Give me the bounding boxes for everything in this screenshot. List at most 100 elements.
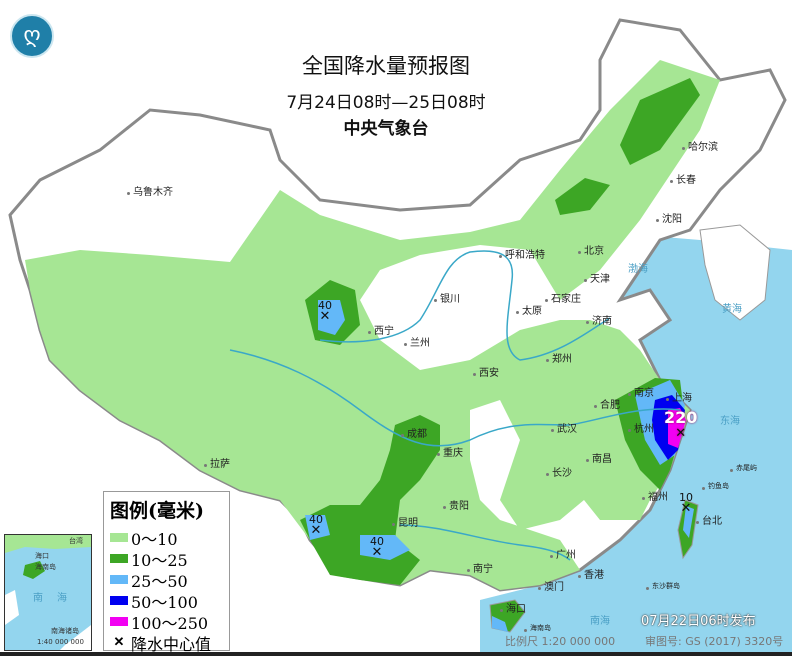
city-label: 长沙 [546, 468, 572, 479]
inset-label: 海口 [35, 552, 49, 560]
legend-swatch [110, 554, 128, 563]
legend-label: 10～25 [131, 550, 188, 570]
legend-item: 25～50 [110, 569, 223, 591]
legend-label: 100～250 [131, 613, 209, 633]
rainfall-center-value: 40 [370, 535, 384, 548]
legend-item: 50～100 [110, 590, 223, 612]
sea [480, 235, 792, 656]
rain-area-10～25 [620, 78, 700, 165]
city-label: 太原 [516, 306, 542, 317]
city-label: 郑州 [546, 354, 572, 365]
issuer: 中央气象台 [343, 119, 429, 139]
city-label: 兰州 [404, 338, 430, 349]
rain-area-25～50 [318, 300, 345, 335]
city-label: 南昌 [586, 454, 612, 465]
rain-area-10～25 [555, 178, 610, 215]
legend-swatch [110, 533, 128, 542]
city-label: 西宁 [368, 326, 394, 337]
city-label: 南宁 [467, 564, 493, 575]
city-label: 乌鲁木齐 [127, 187, 173, 198]
yellow-river [319, 250, 611, 361]
city-label: 海口 [500, 604, 526, 615]
inset-label: 南 [33, 593, 43, 604]
city-label: 北京 [578, 246, 604, 257]
sea-label: 渤海 [628, 264, 648, 275]
x-mark-icon: ✕ [310, 523, 322, 538]
city-label: 石家庄 [545, 294, 581, 305]
legend-label: 降水中心值 [131, 634, 212, 654]
city-label: 昆明 [392, 518, 418, 529]
rainfall-center: 40 ✕ [318, 299, 332, 324]
issued-time: 07月22日06时发布 [641, 614, 756, 629]
city-label: 台北 [696, 516, 722, 527]
legend-label: 50～100 [131, 592, 198, 612]
rain-area-0～10 [25, 60, 720, 590]
city-label: 武汉 [551, 424, 577, 435]
rainfall-center-value: 40 [318, 299, 332, 312]
legend-swatch [110, 617, 128, 626]
city-label: 银川 [434, 294, 460, 305]
island-label: 赤尾屿 [730, 464, 757, 472]
legend-label: 0～10 [131, 529, 178, 549]
x-mark-icon: ✕ [371, 545, 383, 560]
city-label: 贵阳 [443, 501, 469, 512]
rainfall-center-value: 220 [664, 408, 698, 427]
korea-japan [699, 224, 771, 321]
city-label: 澳门 [538, 582, 564, 593]
x-mark-icon: ✕ [113, 635, 125, 650]
city-label: 合肥 [594, 400, 620, 411]
legend-label: 25～50 [131, 571, 188, 591]
x-mark-icon: ✕ [319, 309, 331, 324]
pearl-river [399, 524, 571, 561]
rainfall-center-value: 10 [679, 491, 693, 504]
legend-item: 0～10 [110, 527, 223, 549]
city-label: 拉萨 [204, 459, 230, 470]
inset-label: 海 [57, 593, 67, 604]
forecast-period: 7月24日08时—25日08时 [286, 93, 486, 113]
city-label: 南京 [628, 388, 654, 399]
rain-area-25～50 [360, 535, 410, 560]
taiwan-heavy [683, 506, 694, 538]
bottom-frame [0, 652, 792, 656]
city-label: 济南 [586, 316, 612, 327]
legend-swatch [110, 575, 128, 584]
rainfall-center: 40 ✕ [370, 535, 384, 560]
legend: 图例(毫米) 0～10 10～25 25～50 50～100 100～250 ✕ 降水中… [103, 491, 230, 654]
legend-item: 100～250 [110, 611, 223, 633]
city-label: 西安 [473, 368, 499, 379]
city-label: 哈尔滨 [682, 142, 718, 153]
sea-label: 东海 [720, 416, 740, 427]
legend-title: 图例(毫米) [110, 500, 204, 522]
map-title: 全国降水量预报图 [302, 54, 470, 78]
island-label: 东沙群岛 [646, 582, 680, 590]
rainfall-center: 40 ✕ [309, 513, 323, 538]
map-scale: 比例尺 1:20 000 000 [505, 635, 616, 648]
rain-area-25～50 [305, 515, 330, 540]
x-mark-icon: ✕ [680, 501, 692, 516]
inset-label: 台湾 [69, 537, 83, 545]
inset-label: 南海诸岛 [51, 627, 79, 635]
city-label: 沈阳 [656, 214, 682, 225]
south-china-sea-inset: 海口 海南岛 南 海 台湾 南海诸岛 1:40 000 000 [4, 534, 92, 651]
city-label: 天津 [584, 274, 610, 285]
sea-label: 黄海 [722, 304, 742, 315]
rainfall-center-value: 40 [309, 513, 323, 526]
x-mark-icon: ✕ [675, 426, 687, 441]
legend-item-center: ✕ 降水中心值 [110, 632, 223, 654]
city-label: 广州 [550, 550, 576, 561]
map-approval-number: 审图号: GS (2017) 3320号 [645, 635, 784, 648]
hainan-heavy [492, 616, 508, 632]
city-label: 重庆 [437, 448, 463, 459]
rain-area-100～250 [668, 408, 686, 448]
legend-swatch [110, 596, 128, 605]
city-label: 香港 [578, 570, 604, 581]
inset-label: 海南岛 [35, 563, 56, 571]
rainfall-center: 220 ✕ [664, 410, 697, 442]
city-label: 呼和浩特 [499, 250, 545, 261]
city-label: 福州 [642, 492, 668, 503]
city-label: 上海 [666, 393, 692, 404]
island-label: 钓鱼岛 [702, 482, 729, 490]
island-label: 海南岛 [524, 624, 551, 632]
yangtze-river [229, 349, 681, 447]
legend-item: 10～25 [110, 548, 223, 570]
